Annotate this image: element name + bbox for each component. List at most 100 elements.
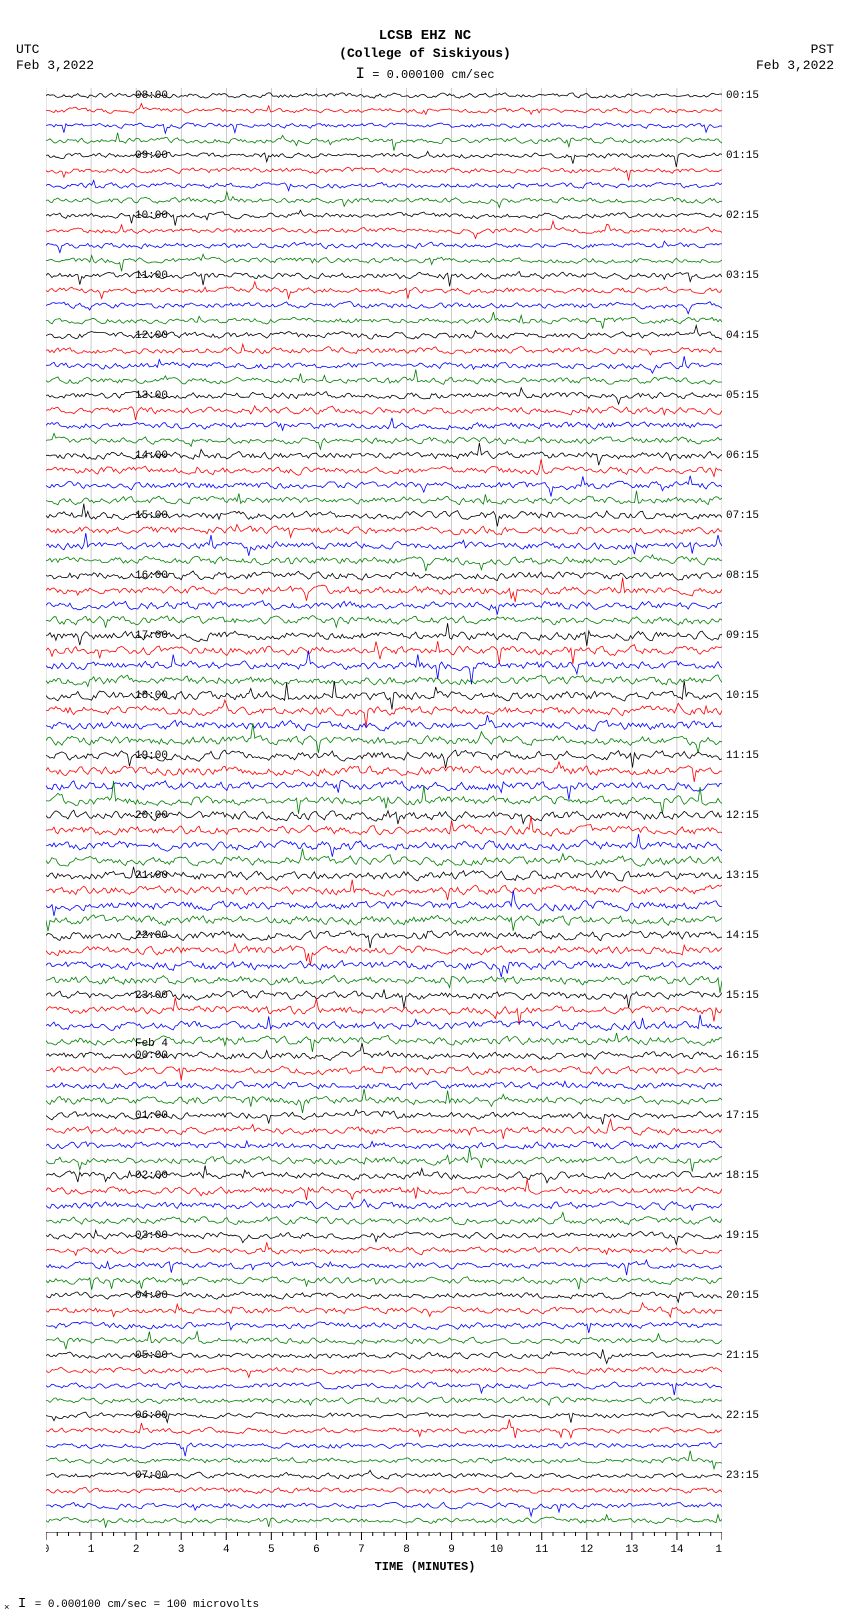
seismic-trace xyxy=(46,241,722,252)
pst-time-label: 11:15 xyxy=(726,750,759,762)
seismic-trace xyxy=(46,1451,722,1469)
svg-text:8: 8 xyxy=(403,1544,410,1556)
seismic-trace xyxy=(46,1148,722,1171)
seismic-trace xyxy=(46,1119,722,1138)
seismic-trace xyxy=(46,1179,722,1200)
svg-text:15: 15 xyxy=(715,1544,722,1556)
seismic-trace xyxy=(46,104,722,115)
pst-time-label: 08:15 xyxy=(726,570,759,582)
utc-time-label: 02:00 xyxy=(108,1170,168,1182)
seismic-trace xyxy=(46,433,722,449)
utc-time-label: 14:00 xyxy=(108,450,168,462)
utc-time-label: 07:00 xyxy=(108,1470,168,1482)
utc-time-label: 22:00 xyxy=(108,930,168,942)
seismic-trace xyxy=(46,1419,722,1438)
scale-text: = 0.000100 cm/sec xyxy=(372,68,494,82)
seismic-trace xyxy=(46,890,722,916)
seismic-trace xyxy=(46,1515,722,1528)
seismic-trace xyxy=(46,180,722,190)
station-subtitle: (College of Siskiyous) xyxy=(0,46,850,61)
footer-scale: × I = 0.000100 cm/sec = 100 microvolts xyxy=(4,1596,259,1613)
seismic-trace xyxy=(46,944,722,965)
utc-time-label: 19:00 xyxy=(108,750,168,762)
date-right-label: Feb 3,2022 xyxy=(756,58,834,73)
utc-time-label: 11:00 xyxy=(108,270,168,282)
seismic-trace xyxy=(46,370,722,385)
seismic-trace xyxy=(46,282,722,299)
seismic-trace xyxy=(46,1066,722,1080)
utc-time-label: 13:00 xyxy=(108,390,168,402)
seismic-trace xyxy=(46,1242,722,1255)
seismic-trace xyxy=(46,961,722,978)
seismic-trace xyxy=(46,491,722,505)
svg-text:11: 11 xyxy=(535,1544,549,1556)
tz-left-label: UTC xyxy=(16,42,39,57)
utc-time-label: 20:00 xyxy=(108,810,168,822)
seismic-trace xyxy=(46,849,722,867)
utc-time-label: 21:00 xyxy=(108,870,168,882)
seismic-trace xyxy=(46,533,722,556)
pst-time-label: 18:15 xyxy=(726,1170,759,1182)
seismic-trace xyxy=(46,302,722,314)
svg-text:1: 1 xyxy=(88,1544,95,1556)
helicorder-plot xyxy=(46,88,722,1528)
svg-text:5: 5 xyxy=(268,1544,275,1556)
seismic-trace xyxy=(46,780,722,800)
seismic-trace xyxy=(46,1199,722,1210)
svg-text:12: 12 xyxy=(580,1544,593,1556)
seismic-trace xyxy=(46,356,722,373)
utc-time-label: 08:00 xyxy=(108,90,168,102)
utc-time-label: 06:00 xyxy=(108,1410,168,1422)
header: LCSB EHZ NC (College of Siskiyous) I = 0… xyxy=(0,0,850,83)
seismic-trace xyxy=(46,133,722,151)
seismic-trace xyxy=(46,1382,722,1395)
seismic-trace xyxy=(46,312,722,328)
seismic-trace xyxy=(46,460,722,477)
seismic-trace xyxy=(46,221,722,238)
pst-time-label: 20:15 xyxy=(726,1290,759,1302)
seismic-trace xyxy=(46,1081,722,1090)
footer-text: = 0.000100 cm/sec = 100 microvolts xyxy=(35,1599,259,1611)
pst-time-label: 06:15 xyxy=(726,450,759,462)
seismic-trace xyxy=(46,1141,722,1149)
seismic-trace xyxy=(46,167,722,180)
utc-time-label: 01:00 xyxy=(108,1110,168,1122)
pst-time-label: 22:15 xyxy=(726,1410,759,1422)
seismic-trace xyxy=(46,418,722,430)
svg-text:3: 3 xyxy=(178,1544,185,1556)
seismic-trace xyxy=(46,1442,722,1456)
seismic-trace xyxy=(46,1212,722,1224)
seismic-trace xyxy=(46,880,722,900)
seismic-trace xyxy=(46,1331,722,1349)
utc-time-label: 15:00 xyxy=(108,510,168,522)
pst-time-label: 19:15 xyxy=(726,1230,759,1242)
seismic-trace xyxy=(46,524,722,537)
pst-time-label: 15:15 xyxy=(726,990,759,1002)
scale-indicator: I = 0.000100 cm/sec xyxy=(0,65,850,83)
seismic-trace xyxy=(46,1367,722,1378)
seismic-trace xyxy=(46,1488,722,1494)
seismic-trace xyxy=(46,762,722,782)
pst-time-label: 10:15 xyxy=(726,690,759,702)
utc-time-label: 23:00 xyxy=(108,990,168,1002)
svg-text:7: 7 xyxy=(358,1544,365,1556)
seismic-trace xyxy=(46,1303,722,1317)
svg-text:9: 9 xyxy=(448,1544,455,1556)
seismic-trace xyxy=(46,650,722,684)
seismic-trace xyxy=(46,406,722,420)
pst-time-label: 03:15 xyxy=(726,270,759,282)
seismic-trace xyxy=(46,192,722,207)
svg-text:14: 14 xyxy=(670,1544,684,1556)
pst-time-label: 13:15 xyxy=(726,870,759,882)
pst-time-label: 14:15 xyxy=(726,930,759,942)
seismic-trace xyxy=(46,616,722,628)
utc-time-label: 05:00 xyxy=(108,1350,168,1362)
utc-time-label: 04:00 xyxy=(108,1290,168,1302)
svg-text:4: 4 xyxy=(223,1544,230,1556)
seismic-trace xyxy=(46,834,722,857)
seismic-trace xyxy=(46,1322,722,1333)
utc-time-label: 10:00 xyxy=(108,210,168,222)
utc-time-label: 09:00 xyxy=(108,150,168,162)
seismic-trace xyxy=(46,601,722,615)
pst-time-label: 21:15 xyxy=(726,1350,759,1362)
